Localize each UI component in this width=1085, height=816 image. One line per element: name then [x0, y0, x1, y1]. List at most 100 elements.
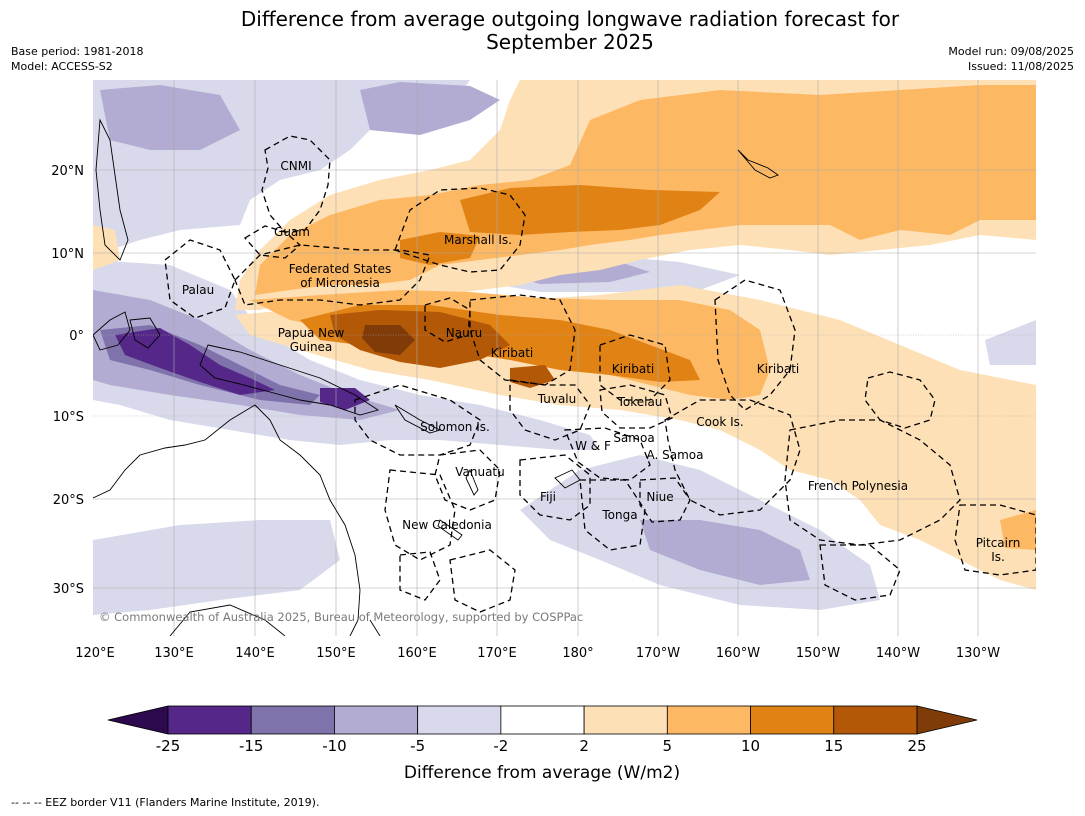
contour-darkest-brown: [362, 325, 415, 355]
label-vanuatu: Vanuatu: [455, 465, 505, 479]
chart-title: Difference from average outgoing longwav…: [0, 8, 1085, 54]
eez-tonga: [579, 479, 646, 551]
eez-kiribati-w: [469, 294, 576, 386]
label-pitcairn-line1: Pitcairn: [976, 536, 1021, 550]
eez-wf-samoa: [564, 427, 651, 481]
base-period-text: Base period: 1981-2018: [11, 45, 144, 58]
colorbar-swatch: [334, 705, 419, 735]
contour-dark-orange-north: [460, 185, 720, 235]
lat-tick-10n: 10°N: [51, 247, 84, 262]
colorbar-swatch: [666, 705, 751, 735]
contour-purple-png: [93, 290, 400, 420]
colorbar-swatch: [750, 705, 835, 735]
label-new-caledonia: New Caledonia: [402, 518, 492, 532]
coastline-new-caledonia: [437, 519, 463, 541]
lat-tick-20s: 20°S: [53, 493, 84, 508]
label-marshall-islands: Marshall Is.: [444, 233, 512, 247]
coastline-celebes: [129, 317, 161, 349]
lon-tick-120e: 120°E: [75, 646, 115, 661]
label-pitcairn-line2: Is.: [991, 550, 1005, 564]
coastline-new-zealand: [369, 619, 381, 636]
colorbar-tick-label: -10: [322, 737, 347, 755]
label-tonga: Tonga: [601, 508, 637, 522]
colorbar-extend-low: [107, 705, 169, 735]
label-fsm-line2: of Micronesia: [300, 276, 380, 290]
coastline-vanuatu: [465, 468, 479, 496]
colorbar-extend-high: [916, 705, 978, 735]
gridlines: [93, 80, 1036, 636]
eez-borders: [164, 135, 1036, 613]
colorbar-tick-label: 25: [907, 737, 926, 755]
lon-tick-180: 180°: [562, 646, 593, 661]
contour-brown-core: [330, 310, 510, 368]
colorbar-tick-label: 10: [741, 737, 760, 755]
meta-left: Base period: 1981-2018 Model: ACCESS-S2: [11, 44, 143, 74]
colorbar-swatch: [167, 705, 252, 735]
colorbar-title: Difference from average (W/m2): [404, 763, 680, 783]
label-nauru: Nauru: [446, 326, 482, 340]
colorbar-tick-label: -25: [156, 737, 181, 755]
colorbar-swatch: [500, 705, 585, 735]
colorbar-tick-label: -5: [410, 737, 425, 755]
coastline-solomon: [394, 404, 442, 434]
colorbar-swatches: [167, 705, 918, 735]
colorbar-swatch: [250, 705, 335, 735]
eez-fiji: [519, 454, 591, 521]
eez-tuvalu: [509, 379, 591, 441]
label-tokelau: Tokelau: [617, 395, 663, 409]
label-kiribati-east: Kiribati: [757, 362, 799, 376]
lon-tick-130e: 130°E: [154, 646, 194, 661]
coastline-australia-south: [169, 604, 286, 636]
eez-solomon: [354, 384, 481, 456]
meta-right: Model run: 09/08/2025 Issued: 11/08/2025: [948, 44, 1074, 74]
map-field: CNMI Guam Marshall Is. Federated States …: [93, 80, 1036, 636]
lon-tick-160w: 160°W: [716, 646, 760, 661]
coastlines: [93, 118, 779, 636]
copyright-notice: © Commonwealth of Australia 2025, Bureau…: [99, 610, 583, 624]
label-kiribati-central: Kiribati: [612, 362, 654, 376]
label-guam: Guam: [274, 225, 310, 239]
eez-marshall: [394, 187, 526, 273]
lon-tick-130w: 130°W: [956, 646, 1000, 661]
label-niue: Niue: [646, 490, 673, 504]
label-samoa: Samoa: [613, 431, 654, 445]
colorbar-tick-label: 2: [579, 737, 589, 755]
label-png-line1: Papua New: [278, 326, 345, 340]
eez-kiribati-e: [714, 279, 796, 411]
eez-niue: [639, 477, 691, 523]
label-american-samoa: A. Samoa: [647, 448, 704, 462]
eez-cnmi: [261, 135, 331, 233]
coastline-borneo: [93, 311, 131, 351]
label-solomon-islands: Solomon Is.: [420, 420, 490, 434]
lat-tick-10s: 10°S: [53, 410, 84, 425]
colorbar-tick-label: -2: [493, 737, 508, 755]
coastline-australia: [93, 404, 361, 636]
contour-darkest-purple-2: [320, 388, 370, 410]
lon-tick-150w: 150°W: [796, 646, 840, 661]
contour-dark-orange-mid: [400, 232, 480, 265]
anomaly-map: CNMI Guam Marshall Is. Federated States …: [51, 80, 1036, 783]
coastline-new-guinea: [199, 344, 380, 416]
colorbar-tick-label: -15: [239, 737, 264, 755]
eez-kiribati-c: [599, 334, 671, 401]
lat-tick-30s: 30°S: [53, 582, 84, 597]
contour-lavender-sw: [93, 520, 340, 615]
contour-purple-nw: [100, 85, 240, 150]
coastline-philippines: [95, 118, 129, 261]
eez-fsm: [234, 244, 431, 306]
eez-french-polynesia-north: [864, 371, 936, 429]
lon-tick-170w: 170°W: [636, 646, 680, 661]
eez-cook: [664, 399, 801, 516]
label-fiji: Fiji: [540, 490, 556, 504]
eez-nauru: [424, 297, 471, 343]
label-cook-islands: Cook Is.: [696, 415, 743, 429]
eez-tokelau: [599, 384, 673, 429]
label-cnmi: CNMI: [280, 159, 311, 173]
label-png-line2: Guinea: [290, 340, 333, 354]
longitude-ticks: 120°E 130°E 140°E 150°E 160°E 170°E 180°…: [75, 646, 1000, 661]
lat-tick-0: 0°: [69, 329, 84, 344]
label-french-polynesia: French Polynesia: [808, 479, 908, 493]
title-line-2: September 2025: [486, 30, 654, 54]
issued-text: Issued: 11/08/2025: [967, 60, 1074, 73]
label-fsm-line1: Federated States: [289, 262, 391, 276]
